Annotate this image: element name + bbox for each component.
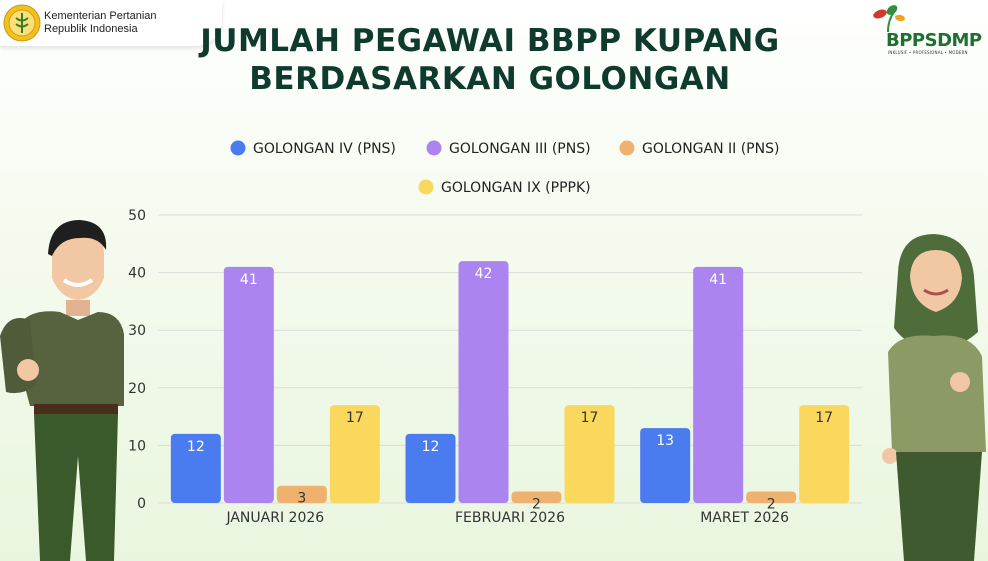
x-category-label: FEBRUARI 2026 xyxy=(455,510,565,526)
y-axis: 0 10 20 30 40 50 xyxy=(128,208,146,512)
bar-value-label: 2 xyxy=(767,496,776,512)
bar xyxy=(405,433,456,503)
y-tick-label: 40 xyxy=(128,266,146,282)
x-axis: JANUARI 2026 FEBRUARI 2026 MARET 2026 xyxy=(225,510,789,526)
bar xyxy=(640,428,691,503)
legend-label: GOLONGAN IX (PPPK) xyxy=(441,180,591,196)
female-employee-illustration xyxy=(882,234,986,561)
bar xyxy=(746,491,797,503)
legend: GOLONGAN IV (PNS) GOLONGAN III (PNS) GOLON… xyxy=(230,140,779,196)
bar xyxy=(458,261,509,503)
ministry-badge: Kementerian Pertanian Republik Indonesia xyxy=(0,0,222,46)
bar-value-label: 2 xyxy=(532,496,541,512)
title-line2: BERDASARKAN GOLONGAN xyxy=(249,61,731,97)
legend-label: GOLONGAN III (PNS) xyxy=(449,141,591,157)
ministry-name-line1: Kementerian Pertanian xyxy=(44,10,157,22)
bar-value-label: 13 xyxy=(656,433,674,449)
bar xyxy=(799,405,850,503)
legend-swatch xyxy=(230,140,246,156)
y-tick-label: 30 xyxy=(128,323,146,339)
value-labels: 12 41 3 17 12 42 2 17 13 41 2 17 xyxy=(187,266,833,512)
bar-value-label: 17 xyxy=(815,410,833,426)
bar xyxy=(329,405,380,503)
gridlines xyxy=(158,214,862,504)
bar xyxy=(276,485,327,503)
y-tick-label: 10 xyxy=(128,438,146,454)
legend-label: GOLONGAN II (PNS) xyxy=(642,141,779,157)
bar-value-label: 41 xyxy=(709,272,727,288)
bar xyxy=(693,266,744,503)
brand-name: BPPSDMP xyxy=(886,30,982,51)
bar-value-label: 12 xyxy=(422,439,440,455)
legend-label: GOLONGAN IV (PNS) xyxy=(253,141,396,157)
legend-swatch xyxy=(426,140,442,156)
bar-value-label: 17 xyxy=(346,410,364,426)
x-category-label: MARET 2026 xyxy=(700,510,789,526)
male-employee-illustration xyxy=(0,220,124,561)
y-tick-label: 20 xyxy=(128,381,146,397)
ministry-logo-icon xyxy=(3,4,41,42)
y-tick-label: 50 xyxy=(128,208,146,224)
bar-value-label: 17 xyxy=(581,410,599,426)
bar-value-label: 3 xyxy=(297,491,306,507)
bar-value-label: 12 xyxy=(187,439,205,455)
bar xyxy=(223,266,274,503)
brand-tagline: INKLUSIF • PROFESIONAL • MODERN xyxy=(888,50,968,55)
title-line1: JUMLAH PEGAWAI BBPP KUPANG xyxy=(200,23,780,59)
bar xyxy=(511,491,562,503)
page-title: JUMLAH PEGAWAI BBPP KUPANG BERDASARKAN G… xyxy=(150,22,830,98)
bar xyxy=(564,405,615,503)
bar-value-label: 42 xyxy=(475,266,493,282)
legend-swatch xyxy=(619,140,635,156)
y-tick-label: 0 xyxy=(137,496,146,512)
bar-value-label: 41 xyxy=(240,272,258,288)
ministry-name-line2: Republik Indonesia xyxy=(44,23,138,35)
legend-swatch xyxy=(418,179,434,195)
bars xyxy=(170,261,850,503)
bar xyxy=(170,433,221,503)
x-category-label: JANUARI 2026 xyxy=(225,510,324,526)
bppsdmp-logo: BPPSDMP INKLUSIF • PROFESIONAL • MODERN xyxy=(870,2,988,58)
leaf-emblem-icon xyxy=(873,5,905,33)
